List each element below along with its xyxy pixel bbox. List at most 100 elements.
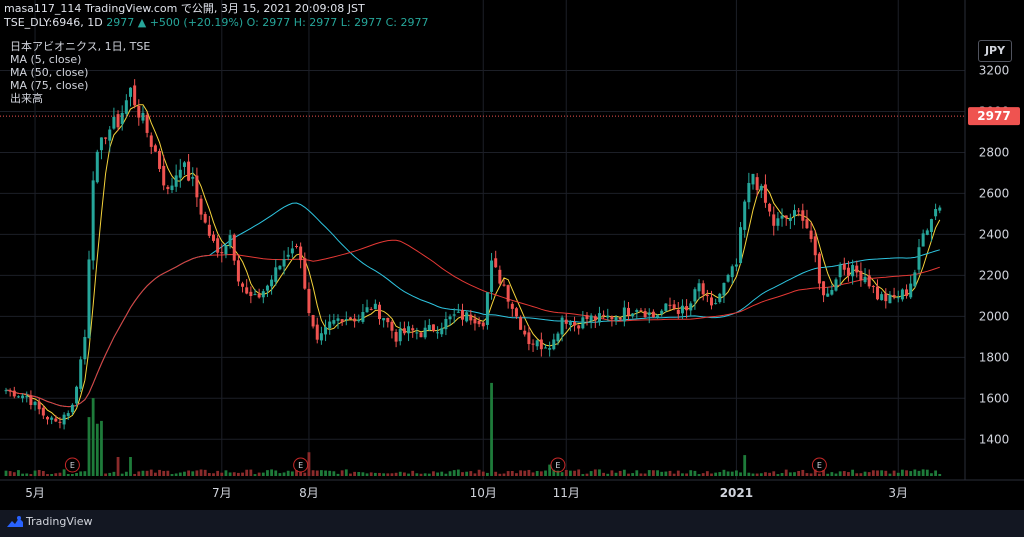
- volume-bar: [274, 470, 278, 476]
- legend-ma5[interactable]: MA (5, close): [10, 53, 82, 66]
- time-axis[interactable]: 5月 7月 8月 10月 11月 2021 3月: [25, 486, 908, 500]
- footer-bar: [0, 510, 1024, 537]
- candle-body: [50, 417, 54, 420]
- volume-bar: [772, 471, 776, 476]
- legend-ma50[interactable]: MA (50, close): [10, 66, 89, 79]
- candle-body: [618, 317, 622, 320]
- price-tick-label: 2800: [979, 145, 1010, 159]
- volume-bar: [398, 471, 402, 476]
- volume-bar: [739, 472, 742, 476]
- legend-volume[interactable]: 出来高: [10, 92, 43, 105]
- volume-bar: [46, 474, 49, 476]
- candle-body: [382, 318, 386, 321]
- candle-body: [780, 215, 784, 219]
- volume-bar: [220, 472, 224, 476]
- candle-body: [465, 312, 469, 322]
- candles: [4, 79, 942, 430]
- volume-bar: [784, 469, 788, 476]
- candle-body: [216, 238, 220, 253]
- candle-body: [527, 332, 531, 345]
- candle-body: [228, 235, 232, 247]
- candle-body: [548, 348, 552, 350]
- candle-body: [141, 112, 145, 121]
- volume-bar: [598, 469, 601, 476]
- volume-bar: [938, 473, 942, 476]
- candle-body: [54, 418, 58, 422]
- candle-body: [589, 315, 593, 322]
- candle-body: [29, 395, 33, 405]
- volume-bar: [365, 473, 369, 476]
- volume-bar: [149, 469, 153, 476]
- candle-body: [531, 343, 535, 345]
- volume-bar: [797, 470, 801, 476]
- volume-bar: [116, 457, 120, 476]
- tradingview-brand[interactable]: TradingView: [26, 515, 93, 528]
- volume-bar: [174, 473, 178, 476]
- last-price-line: 2977: [0, 107, 1020, 126]
- candle-body: [672, 304, 676, 309]
- candle-body: [523, 330, 527, 335]
- candle-body: [718, 293, 722, 303]
- candle-body: [249, 291, 253, 297]
- candle-body: [299, 246, 303, 261]
- volume-bar: [299, 471, 303, 476]
- candle-body: [597, 313, 601, 323]
- candle-body: [535, 340, 539, 347]
- candle-body: [734, 264, 738, 267]
- candle-body: [755, 177, 759, 191]
- candle-body: [307, 288, 311, 314]
- volume-bar: [776, 474, 780, 476]
- currency-button[interactable]: JPY: [978, 40, 1012, 62]
- candle-body: [506, 285, 510, 302]
- candle-body: [664, 303, 668, 311]
- volume-bar: [195, 470, 199, 476]
- candle-body: [855, 265, 859, 273]
- candle-body: [705, 294, 709, 297]
- candle-body: [846, 267, 850, 276]
- price-tag-label: 2977: [977, 109, 1010, 123]
- volume-bar: [25, 473, 29, 476]
- legend-title[interactable]: 日本アビオニクス, 1日, TSE: [10, 40, 151, 53]
- candle-body: [166, 186, 170, 190]
- legend-ma75[interactable]: MA (75, close): [10, 79, 89, 92]
- candle-body: [390, 321, 394, 331]
- candle-body: [643, 311, 647, 318]
- volume-bar: [461, 472, 464, 476]
- volume-bar: [444, 473, 448, 476]
- candle-body: [153, 145, 157, 152]
- volume-bar: [373, 472, 377, 476]
- volume-bar: [730, 471, 734, 476]
- candle-body: [714, 303, 718, 305]
- candle-body: [369, 308, 373, 310]
- volume-bar: [328, 470, 332, 476]
- candle-body: [340, 319, 344, 323]
- volume-bar: [353, 471, 356, 476]
- volume-bar: [166, 470, 170, 476]
- candle-body: [278, 265, 282, 270]
- candle-body: [261, 291, 265, 298]
- volume-bar: [311, 470, 315, 476]
- volume-bar: [79, 471, 83, 476]
- tradingview-logo-icon[interactable]: [6, 514, 24, 530]
- volume-bar: [768, 472, 771, 476]
- volume-bar: [266, 470, 269, 476]
- candle-body: [448, 316, 452, 320]
- volume-bar: [187, 470, 190, 476]
- volume-bar: [668, 470, 672, 476]
- candle-body: [236, 260, 240, 282]
- volume-bar: [569, 470, 572, 476]
- volume-bar: [203, 469, 207, 476]
- candle-body: [510, 303, 514, 309]
- volume-bar: [278, 473, 282, 476]
- volume-bar: [523, 470, 527, 476]
- candle-body: [730, 266, 734, 278]
- volume-bar: [577, 469, 581, 476]
- candle-body: [311, 315, 315, 327]
- volume-bar: [747, 472, 751, 476]
- volume-bar: [494, 471, 498, 476]
- candle-body: [178, 169, 182, 178]
- candle-body: [394, 332, 398, 342]
- volume-bar: [652, 470, 655, 476]
- volume-bar: [560, 472, 564, 476]
